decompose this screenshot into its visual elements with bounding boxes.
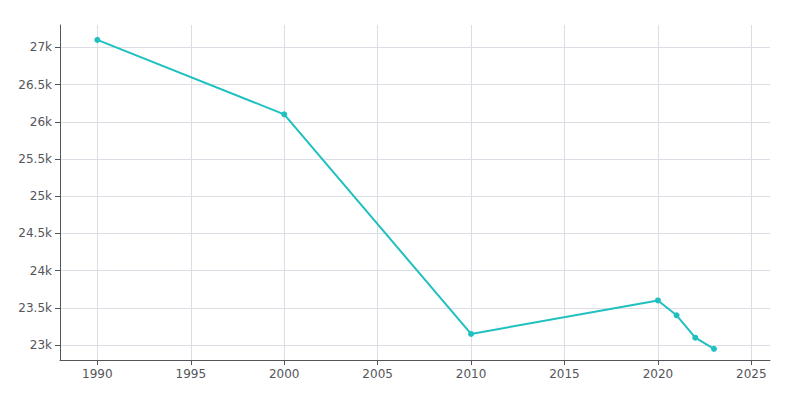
svg-text:26k: 26k [30, 115, 52, 129]
svg-text:2015: 2015 [549, 367, 580, 381]
svg-text:2010: 2010 [456, 367, 487, 381]
svg-text:26.5k: 26.5k [18, 78, 52, 92]
svg-text:2000: 2000 [269, 367, 300, 381]
svg-text:25k: 25k [30, 189, 52, 203]
svg-text:23k: 23k [30, 338, 52, 352]
svg-text:24.5k: 24.5k [18, 226, 52, 240]
svg-text:24k: 24k [30, 264, 52, 278]
svg-text:25.5k: 25.5k [18, 152, 52, 166]
svg-text:27k: 27k [30, 40, 52, 54]
svg-text:2020: 2020 [643, 367, 674, 381]
svg-text:2005: 2005 [362, 367, 393, 381]
svg-text:23.5k: 23.5k [18, 301, 52, 315]
svg-text:1990: 1990 [82, 367, 113, 381]
svg-text:1995: 1995 [176, 367, 207, 381]
svg-text:2025: 2025 [736, 367, 767, 381]
